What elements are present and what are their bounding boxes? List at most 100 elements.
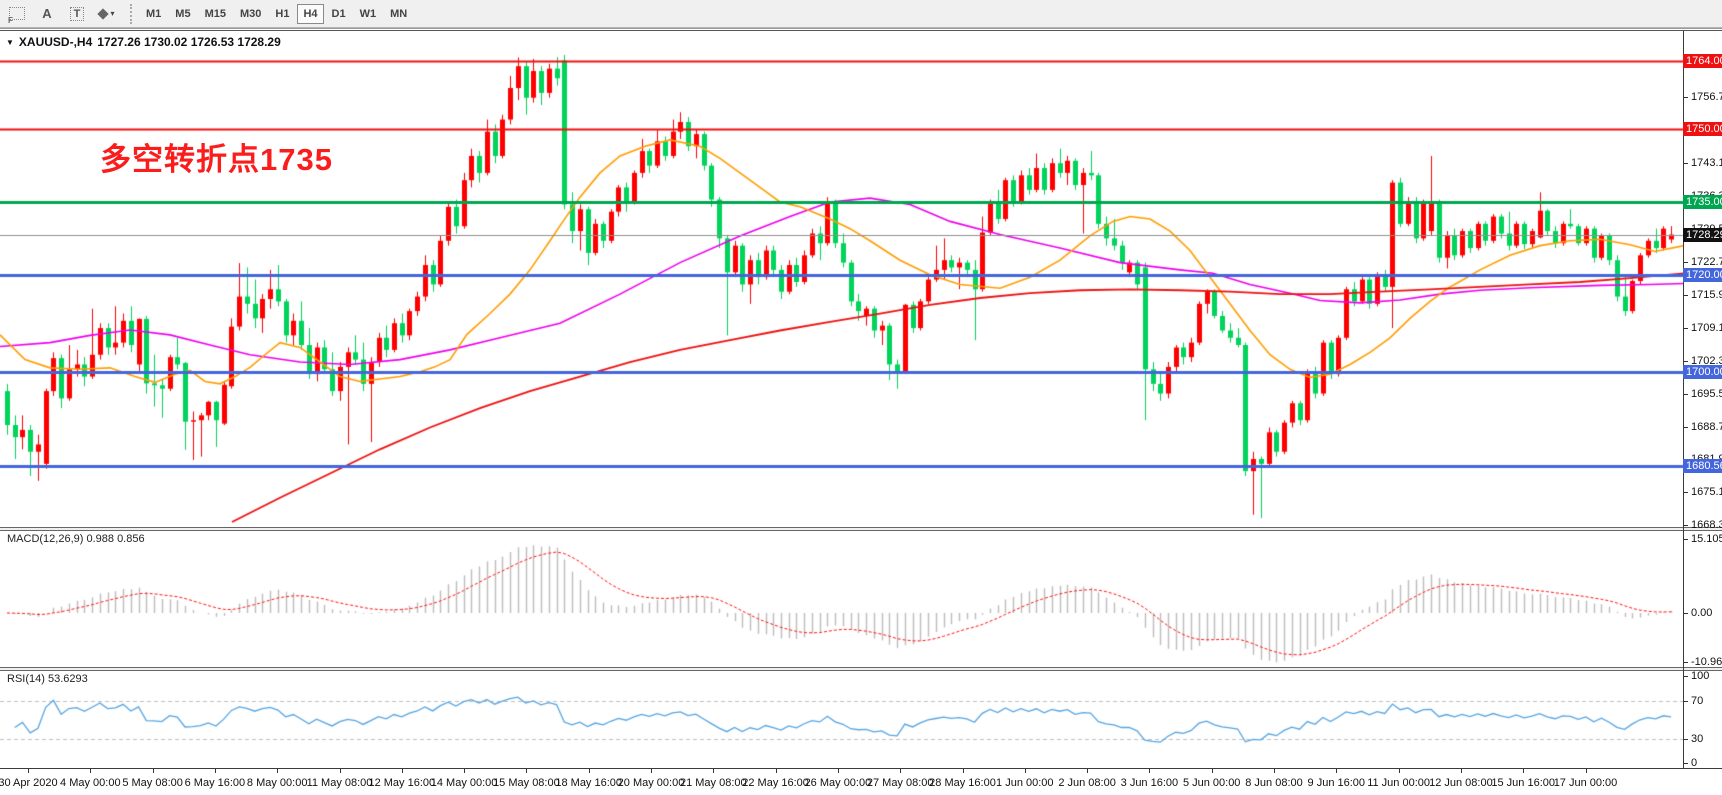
annotation-text[interactable]: 多空转折点1735	[100, 142, 333, 177]
time-axis-label: 5 Jun 00:00	[1182, 777, 1241, 789]
price-axis-tick	[1683, 96, 1688, 98]
rsi-splitter[interactable]	[0, 667, 1722, 671]
price-axis-label: 1702.30	[1691, 354, 1722, 367]
time-axis-tick	[1211, 769, 1213, 773]
main-chart-canvas[interactable]	[0, 31, 1684, 527]
rsi_panel-axis-tick	[1683, 763, 1688, 764]
price-axis-label: 1668.30	[1691, 519, 1722, 532]
time-axis-label: 20 May 00:00	[617, 777, 685, 789]
time-axis-label: 21 May 08:00	[679, 777, 747, 789]
time-axis-label: 1 Jun 00:00	[996, 777, 1054, 789]
macd-indicator-label: MACD(12,26,9) 0.988 0.856	[7, 533, 145, 545]
time-axis-label: 5 May 08:00	[122, 777, 183, 789]
time-axis-label: 14 May 00:00	[430, 777, 498, 789]
rsi_panel-axis-label: 70	[1691, 695, 1704, 707]
time-axis-label: 3 Jun 16:00	[1120, 777, 1179, 789]
time-axis-tick	[464, 769, 466, 773]
time-axis-label: 8 May 00:00	[246, 777, 308, 789]
price-axis-tick	[1683, 393, 1688, 395]
price-axis-label: 1675.10	[1691, 486, 1722, 499]
time-axis-tick	[90, 769, 92, 773]
time-axis-label: 28 May 16:00	[929, 777, 996, 789]
shapes-icon[interactable]: ▾	[94, 3, 120, 25]
price-level-badge: 1750.00	[1683, 122, 1722, 137]
time-axis-tick	[339, 769, 341, 773]
macd_panel-axis-tick	[1683, 613, 1688, 614]
price-axis-label: 1688.70	[1691, 420, 1722, 433]
macd_panel-axis-tick	[1683, 539, 1688, 540]
time-axis-tick	[651, 769, 652, 773]
time-axis-tick	[152, 769, 154, 773]
period-separators-icon[interactable]: F	[4, 3, 30, 25]
price-level-badge: 1728.29	[1683, 227, 1722, 242]
macd_panel-axis-label: 0.00	[1691, 607, 1713, 619]
price-axis-tick	[1683, 261, 1688, 263]
toolbar-separator	[130, 3, 132, 24]
time-axis-tick	[1274, 769, 1275, 773]
timeframe-button-m5[interactable]: M5	[175, 7, 191, 20]
price-level-badge: 1735.00	[1683, 194, 1722, 209]
time-axis[interactable]: 30 Apr 2020 4 May 00:00 5 May 08:00 6 May 1…	[0, 768, 1722, 795]
time-axis-tick	[401, 769, 403, 773]
rsi_panel-axis-label: 30	[1691, 733, 1704, 745]
time-axis-label: 17 Jun 00:00	[1553, 777, 1618, 789]
time-axis-tick	[1523, 769, 1525, 773]
price-level-badge: 1764.00	[1683, 54, 1722, 69]
text-label-icon[interactable]: A	[42, 6, 52, 21]
macd-splitter[interactable]	[0, 527, 1722, 531]
rsi_panel-axis-tick	[1683, 739, 1688, 740]
time-axis-tick	[900, 769, 902, 773]
price-level-badge: 1680.56	[1683, 458, 1722, 473]
time-axis-tick	[713, 769, 715, 773]
time-axis-label: 22 May 16:00	[742, 777, 809, 789]
timeframe-button-m15[interactable]: M15	[204, 7, 226, 20]
price-axis-tick	[1683, 525, 1688, 527]
price-level-badge: 1700.00	[1683, 364, 1722, 379]
price-axis-tick	[1683, 294, 1688, 296]
ohlc-values: 1727.26 1730.02 1726.53 1728.29	[97, 35, 281, 49]
macd_panel-axis-label: -10.963	[1691, 656, 1722, 668]
time-axis-label: 6 May 16:00	[184, 777, 246, 789]
time-axis-tick	[837, 769, 839, 773]
rsi_panel-axis-tick	[1683, 701, 1688, 702]
timeframe-button-h4[interactable]: H4	[297, 3, 324, 24]
price-axis-tick	[1683, 426, 1688, 428]
time-axis-label: 11 May 08:00	[306, 777, 373, 789]
rsi_panel-axis-label: 0	[1691, 757, 1698, 769]
time-axis-label: 30 Apr 2020	[0, 777, 58, 789]
macd-panel-canvas[interactable]	[0, 531, 1684, 667]
macd_panel-axis-label: 15.105	[1691, 533, 1722, 545]
time-axis-tick	[1585, 769, 1587, 773]
price-axis-tick	[1683, 360, 1688, 362]
time-axis-label: 15 May 08:00	[493, 777, 560, 789]
text-box-icon[interactable]: T	[64, 3, 90, 25]
time-axis-label: 12 Jun 08:00	[1429, 777, 1493, 789]
time-axis-label: 27 May 08:00	[866, 777, 934, 789]
price-axis-label: 1756.70	[1691, 90, 1722, 103]
time-axis-tick	[1149, 769, 1151, 773]
timeframe-button-mn[interactable]: MN	[390, 7, 408, 20]
time-axis-tick	[962, 769, 964, 773]
top-toolbar: F A T ▾ M1 M5 M15 M30 H1 H4 D1 W1 MN	[0, 0, 1722, 28]
time-axis-tick	[1460, 769, 1462, 773]
toolbar-groove	[0, 28, 1722, 31]
time-axis-tick	[1024, 769, 1026, 773]
time-axis-label: 12 May 16:00	[368, 777, 436, 789]
chart-window: ▼ XAUUSD-,H4 1727.26 1730.02 1726.53 172…	[0, 31, 1722, 795]
timeframe-button-w1[interactable]: W1	[359, 7, 377, 20]
time-axis-tick	[1398, 769, 1400, 773]
time-axis-tick	[775, 769, 777, 773]
price-level-badge: 1720.00	[1683, 267, 1722, 282]
rsi-indicator-label: RSI(14) 53.6293	[7, 673, 88, 685]
timeframe-button-m1[interactable]: M1	[146, 7, 162, 20]
chart-title[interactable]: ▼ XAUUSD-,H4 1727.26 1730.02 1726.53 172…	[6, 35, 281, 49]
timeframe-button-m30[interactable]: M30	[239, 7, 262, 20]
timeframe-button-d1[interactable]: D1	[331, 7, 346, 20]
time-axis-tick	[588, 769, 590, 773]
chevron-down-icon[interactable]: ▾	[110, 9, 115, 18]
time-axis-tick	[1336, 769, 1338, 773]
timeframe-button-group: M1 M5 M15 M30 H1 H4 D1 W1 MN	[139, 3, 414, 24]
timeframe-button-h1[interactable]: H1	[275, 7, 290, 20]
chevron-down-icon[interactable]: ▼	[6, 37, 14, 47]
rsi-panel-canvas[interactable]	[0, 671, 1684, 768]
